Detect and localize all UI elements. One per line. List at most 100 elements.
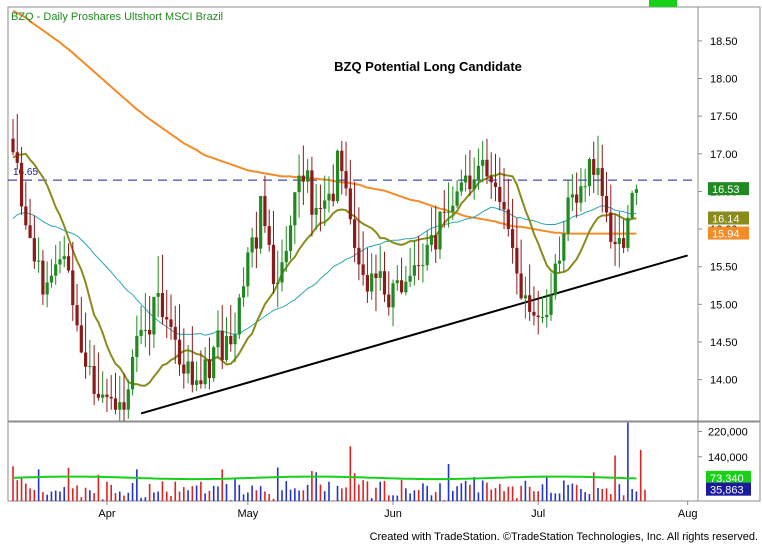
candle: [378, 245, 382, 291]
volume-badge-vol-avg: 73,340: [706, 470, 751, 485]
candle: [113, 372, 118, 415]
candle: [604, 171, 609, 223]
candle: [370, 253, 374, 300]
candle: [54, 244, 58, 285]
candle: [288, 215, 293, 260]
candle: [19, 147, 24, 215]
candle: [451, 186, 455, 221]
candle: [216, 310, 220, 359]
candle: [476, 148, 481, 190]
candle: [237, 293, 241, 339]
candle: [177, 304, 182, 376]
price-badge-price: 16.53: [708, 182, 749, 196]
candle: [254, 211, 258, 269]
candle: [506, 178, 510, 237]
candle: [11, 119, 15, 156]
candle: [267, 209, 271, 252]
resistance-label: 16.65: [13, 167, 38, 178]
volume-tick-label: 220,000: [708, 426, 748, 438]
candle: [626, 204, 630, 252]
candle: [357, 207, 361, 281]
candle: [575, 172, 579, 218]
candle: [224, 317, 229, 363]
candle: [199, 350, 203, 389]
candle: [241, 267, 246, 307]
candle: [24, 181, 28, 230]
candle: [28, 198, 32, 239]
candle: [301, 145, 305, 205]
candle: [62, 235, 66, 268]
svg-text:15.94: 15.94: [712, 229, 740, 241]
candle: [152, 296, 156, 348]
candle: [353, 181, 357, 263]
y-tick-label: 15.00: [710, 299, 738, 311]
y-tick-label: 17.00: [710, 149, 738, 161]
candle: [412, 240, 416, 286]
symbol-tab-green[interactable]: [649, 0, 677, 7]
candle: [318, 184, 323, 232]
svg-text:35,863: 35,863: [710, 485, 744, 497]
candle: [250, 227, 254, 268]
candle: [634, 184, 639, 205]
candle: [510, 198, 515, 264]
candle: [45, 261, 49, 308]
candle: [459, 169, 463, 196]
candle: [122, 373, 126, 421]
candle: [220, 305, 224, 370]
candle: [498, 157, 502, 211]
candle: [399, 257, 404, 294]
candle: [105, 378, 109, 412]
candle: [246, 247, 250, 297]
candle: [88, 339, 92, 376]
candle: [49, 259, 54, 288]
x-tick-label: Apr: [98, 508, 115, 520]
candle: [421, 243, 425, 283]
candle: [502, 168, 506, 230]
candle: [536, 290, 540, 335]
candle: [408, 247, 412, 288]
candle: [280, 239, 284, 292]
candle: [587, 157, 592, 196]
x-tick-label: Jul: [531, 508, 545, 520]
y-tick-label: 15.50: [710, 262, 738, 274]
candle: [130, 349, 135, 396]
candle: [438, 210, 442, 260]
candle: [101, 371, 105, 403]
candle: [425, 230, 429, 271]
svg-text:16.53: 16.53: [712, 184, 740, 196]
candle: [592, 141, 596, 193]
candle: [37, 237, 41, 273]
candle: [562, 220, 566, 272]
candle: [382, 251, 387, 303]
candle: [233, 312, 237, 363]
candle: [404, 265, 408, 296]
candle: [617, 211, 621, 268]
candle: [489, 152, 493, 199]
candle: [417, 235, 421, 281]
candle: [306, 159, 310, 193]
candle: [472, 157, 476, 200]
candle: [66, 243, 71, 273]
candle: [259, 195, 263, 254]
candle: [297, 154, 301, 218]
candle: [579, 168, 583, 212]
y-tick-label: 14.00: [710, 375, 738, 387]
price-badge-ma-fast: 16.14: [708, 211, 749, 226]
candle: [212, 345, 216, 382]
candle: [327, 176, 331, 213]
symbol-label: BZQ - Daily Proshares Ultshort MSCI Braz…: [11, 11, 223, 23]
candle: [148, 296, 152, 356]
candle: [395, 265, 399, 291]
candle: [485, 138, 489, 184]
candle: [75, 284, 79, 332]
candle: [622, 219, 626, 254]
candle: [361, 231, 365, 286]
candle: [344, 141, 348, 196]
y-tick-label: 14.50: [710, 337, 738, 349]
candle: [71, 241, 75, 321]
candle: [609, 184, 613, 249]
volume-badge-vol: 35,863: [706, 482, 751, 497]
candle: [276, 250, 280, 308]
candle: [207, 337, 212, 390]
candle: [156, 256, 160, 318]
